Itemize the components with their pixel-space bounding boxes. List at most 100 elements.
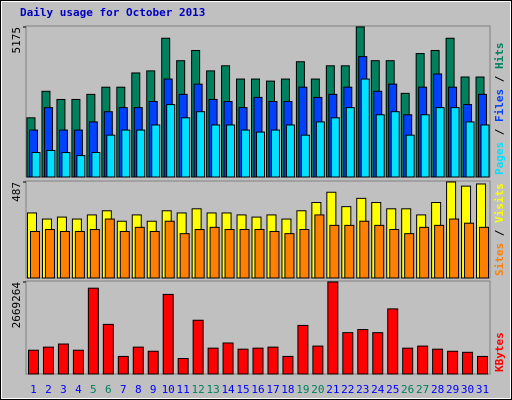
- bar: [179, 233, 190, 279]
- bar: [226, 124, 236, 178]
- bar: [76, 155, 86, 178]
- bar: [285, 124, 295, 178]
- x-tick-label: 1: [30, 383, 37, 396]
- bar: [297, 324, 309, 375]
- x-tick-label: 20: [311, 383, 324, 396]
- bar: [177, 357, 189, 375]
- x-tick-label: 7: [120, 383, 127, 396]
- bar: [147, 350, 159, 375]
- x-tick-label: 10: [162, 383, 175, 396]
- bar: [435, 107, 445, 178]
- bar: [72, 349, 84, 375]
- legend: KBytes: [493, 332, 506, 372]
- bar: [239, 229, 250, 279]
- bar: [269, 230, 280, 279]
- bar: [480, 124, 490, 178]
- bar: [74, 230, 85, 279]
- bar: [477, 355, 489, 375]
- legend-entry: Pages: [493, 142, 506, 175]
- bar: [44, 229, 55, 279]
- bar: [254, 229, 265, 279]
- bar: [299, 229, 310, 279]
- chart-title: Daily usage for October 2013: [20, 6, 205, 19]
- bar: [136, 129, 146, 178]
- bar: [314, 214, 325, 279]
- bar: [375, 114, 385, 178]
- x-tick-label: 2: [45, 383, 52, 396]
- x-tick-label: 24: [371, 383, 385, 396]
- bar: [327, 281, 339, 375]
- x-tick-label: 27: [416, 383, 429, 396]
- bar: [256, 131, 265, 178]
- y-tick-label: 2669264: [10, 282, 23, 329]
- x-tick-label: 19: [296, 383, 309, 396]
- x-tick-label: 18: [281, 383, 294, 396]
- bar: [117, 355, 129, 375]
- x-tick-label: 11: [177, 383, 190, 396]
- x-tick-label: 22: [341, 383, 354, 396]
- bar: [357, 329, 369, 375]
- bar: [284, 233, 295, 279]
- bar: [196, 111, 206, 178]
- bar: [91, 152, 101, 178]
- bar: [121, 129, 131, 178]
- bar: [106, 134, 116, 178]
- x-tick-label: 23: [356, 383, 369, 396]
- bar: [372, 332, 384, 375]
- x-tick-label: 17: [266, 383, 279, 396]
- bar: [61, 152, 71, 178]
- bar: [270, 129, 280, 178]
- bar: [181, 117, 191, 178]
- bar: [312, 345, 324, 375]
- bar: [447, 350, 459, 375]
- x-tick-label: 14: [221, 383, 235, 396]
- x-tick-label: 16: [251, 383, 264, 396]
- bar: [464, 222, 475, 279]
- bar: [479, 226, 490, 279]
- bar: [389, 229, 400, 279]
- bar: [374, 224, 385, 279]
- bar: [402, 347, 414, 375]
- bar: [134, 226, 145, 279]
- bar: [87, 287, 99, 375]
- bar: [119, 230, 130, 279]
- bar: [390, 111, 400, 178]
- x-tick-label: 30: [461, 383, 474, 396]
- bar: [164, 220, 175, 279]
- bar: [104, 218, 115, 279]
- x-tick-label: 6: [105, 383, 112, 396]
- bar: [42, 346, 54, 375]
- bar: [46, 149, 56, 178]
- bar: [360, 78, 370, 178]
- bar: [315, 121, 325, 178]
- x-tick-label: 12: [192, 383, 205, 396]
- bar: [450, 107, 460, 178]
- bar: [405, 134, 415, 178]
- x-tick-label: 15: [236, 383, 249, 396]
- x-tick-label: 26: [401, 383, 414, 396]
- bar: [417, 345, 429, 375]
- bar: [434, 224, 445, 279]
- bar: [192, 319, 204, 375]
- bar: [29, 230, 40, 279]
- bar: [420, 114, 430, 178]
- bar: [27, 349, 39, 375]
- bar: [237, 348, 249, 375]
- bar: [359, 220, 370, 279]
- legend: Sites / Visits: [493, 183, 506, 276]
- bar: [267, 346, 279, 375]
- x-tick-label: 8: [135, 383, 142, 396]
- bar: [211, 124, 221, 178]
- legend: Pages / Files / Hits: [493, 43, 506, 176]
- bar: [342, 332, 354, 375]
- bar: [222, 342, 234, 375]
- bar: [344, 224, 355, 279]
- bar: [329, 224, 340, 279]
- y-tick-label: 487: [10, 182, 23, 202]
- x-tick-label: 28: [431, 383, 444, 396]
- bar: [432, 348, 444, 375]
- legend-entry: Visits: [493, 183, 506, 223]
